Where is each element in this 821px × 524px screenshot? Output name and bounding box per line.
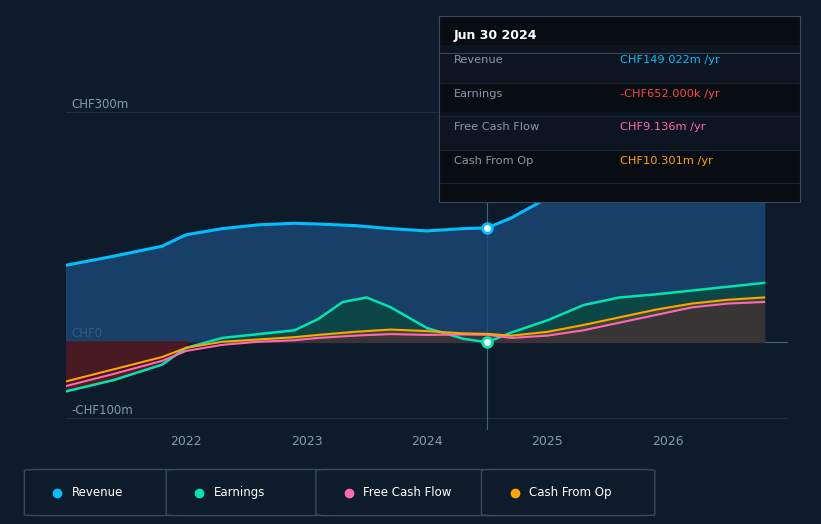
Text: Revenue: Revenue xyxy=(454,56,503,66)
Text: Past: Past xyxy=(455,116,481,129)
Text: CHF10.301m /yr: CHF10.301m /yr xyxy=(620,156,713,166)
Text: Free Cash Flow: Free Cash Flow xyxy=(363,486,452,499)
Text: -CHF652.000k /yr: -CHF652.000k /yr xyxy=(620,89,719,99)
Text: CHF0: CHF0 xyxy=(71,328,103,340)
Text: CHF300m: CHF300m xyxy=(71,98,129,111)
FancyBboxPatch shape xyxy=(439,46,800,83)
FancyBboxPatch shape xyxy=(25,470,182,516)
Text: Free Cash Flow: Free Cash Flow xyxy=(454,122,539,133)
FancyBboxPatch shape xyxy=(481,470,655,516)
FancyBboxPatch shape xyxy=(316,470,505,516)
Text: Cash From Op: Cash From Op xyxy=(454,156,533,166)
Text: CHF149.022m /yr: CHF149.022m /yr xyxy=(620,56,719,66)
Text: Cash From Op: Cash From Op xyxy=(529,486,611,499)
FancyBboxPatch shape xyxy=(166,470,340,516)
Text: Earnings: Earnings xyxy=(454,89,503,99)
Text: -CHF100m: -CHF100m xyxy=(71,403,134,417)
FancyBboxPatch shape xyxy=(439,113,800,150)
Text: Revenue: Revenue xyxy=(71,486,123,499)
Text: Earnings: Earnings xyxy=(213,486,265,499)
Text: Jun 30 2024: Jun 30 2024 xyxy=(454,29,537,42)
Text: Analysts Forecasts: Analysts Forecasts xyxy=(493,116,609,129)
Text: CHF9.136m /yr: CHF9.136m /yr xyxy=(620,122,705,133)
